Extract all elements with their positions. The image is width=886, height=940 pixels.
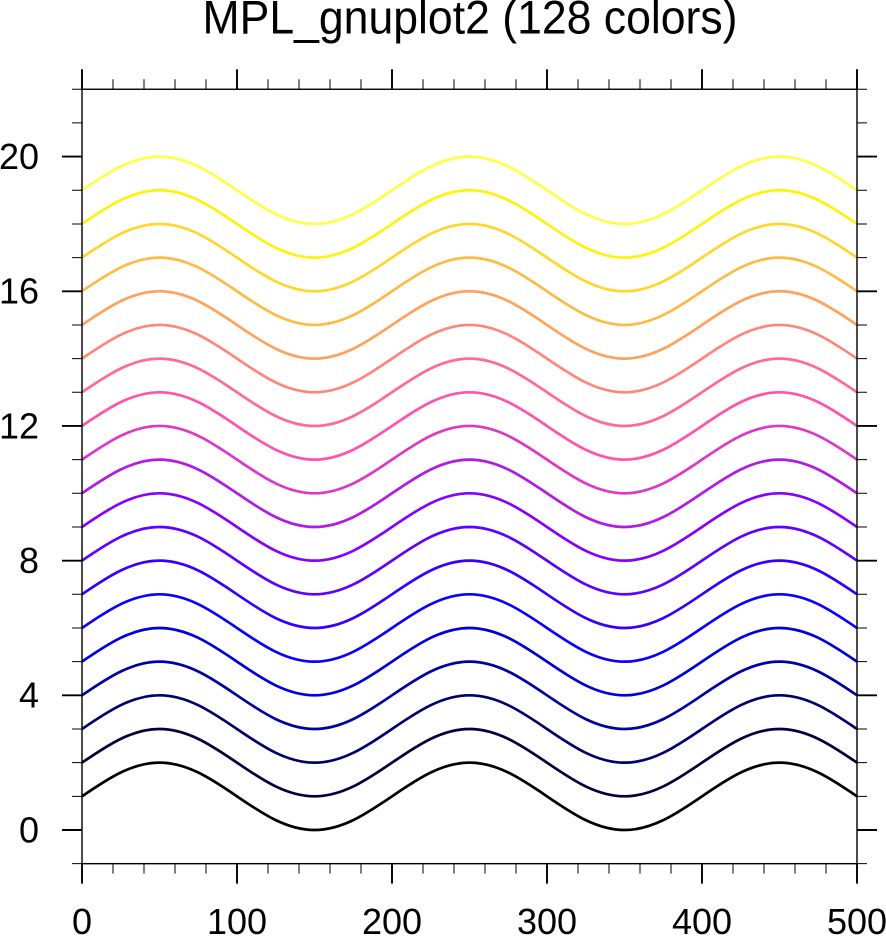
svg-text:500: 500 <box>827 901 886 935</box>
svg-text:20: 20 <box>0 136 39 177</box>
svg-text:100: 100 <box>207 901 267 935</box>
svg-text:300: 300 <box>517 901 577 935</box>
svg-text:16: 16 <box>0 271 39 312</box>
svg-text:200: 200 <box>362 901 422 935</box>
svg-text:MPL_gnuplot2 (128 colors): MPL_gnuplot2 (128 colors) <box>203 0 738 45</box>
svg-text:12: 12 <box>0 405 39 446</box>
svg-text:4: 4 <box>19 675 39 716</box>
svg-text:8: 8 <box>19 540 39 581</box>
svg-text:0: 0 <box>19 809 39 850</box>
svg-text:400: 400 <box>672 901 732 935</box>
svg-text:0: 0 <box>72 901 92 935</box>
